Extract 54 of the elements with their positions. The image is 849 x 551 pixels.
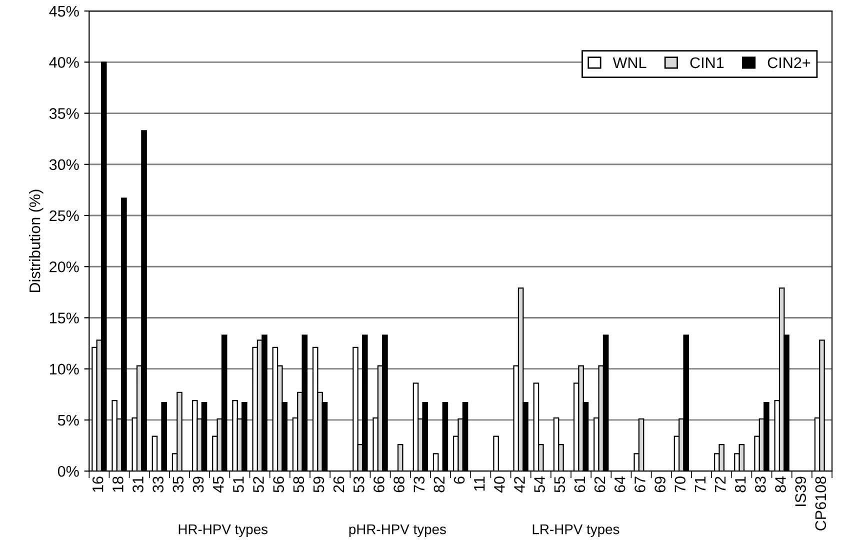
y-tick-label: 30% <box>49 159 79 170</box>
x-tick-label: 18 <box>112 476 124 492</box>
x-tick-label: 51 <box>233 476 244 492</box>
x-tick-label: 64 <box>614 476 626 492</box>
x-tick-label: 52 <box>253 476 264 492</box>
x-tick-label: 58 <box>293 476 304 492</box>
y-tick-label: 15% <box>50 312 79 324</box>
x-tick-label: 55 <box>554 476 566 492</box>
legend-label: CIN2+ <box>768 57 810 68</box>
x-tick-label: 84 <box>775 476 786 492</box>
y-tick-label: 40% <box>49 57 79 68</box>
x-tick-label: 56 <box>273 476 284 492</box>
x-tick-label: 81 <box>734 476 746 492</box>
y-tick-label: 45% <box>49 6 79 17</box>
text: pHR-HPV types <box>349 524 446 537</box>
x-tick-label: 42 <box>514 476 525 493</box>
x-tick-label: 72 <box>714 476 726 492</box>
x-tick-label: 71 <box>694 476 706 492</box>
x-tick-label: 68 <box>394 476 404 492</box>
text: LR-HPV types <box>532 524 620 537</box>
x-tick-label: 70 <box>674 476 686 492</box>
text: HR-HPV types <box>178 524 268 537</box>
y-tick-label: 0% <box>58 466 79 477</box>
x-tick-label: 39 <box>192 476 204 492</box>
x-tick-label: 73 <box>414 476 425 492</box>
legend-label: WNL <box>612 58 646 68</box>
x-tick-label: 66 <box>374 476 384 492</box>
x-tick-label: 6 <box>454 476 465 484</box>
x-tick-label: 45 <box>213 476 224 493</box>
y-tick-label: 35% <box>49 108 79 119</box>
y-tick-label: 25% <box>50 210 79 222</box>
x-tick-label: 83 <box>755 476 766 492</box>
x-tick-label: 33 <box>152 476 164 492</box>
x-tick-label: 40 <box>494 476 505 493</box>
x-tick-label: 61 <box>574 476 586 492</box>
x-tick-label: 35 <box>172 476 184 492</box>
x-tick-label: CP6108 <box>815 476 826 530</box>
legend-label: CIN1 <box>690 57 724 68</box>
x-tick-label: 31 <box>132 476 144 492</box>
y-tick-label: 10% <box>50 364 79 375</box>
x-tick-label: 62 <box>594 476 606 492</box>
x-tick-label: 54 <box>534 476 545 492</box>
x-tick-label: 59 <box>313 476 324 492</box>
x-tick-label: 67 <box>634 476 646 492</box>
y-axis-title: Distribution (%) <box>29 190 44 292</box>
x-tick-label: 11 <box>474 476 485 491</box>
x-tick-label: 26 <box>333 476 344 492</box>
x-tick-label: 53 <box>353 476 364 492</box>
x-tick-label: IS39 <box>795 476 806 506</box>
y-tick-label: 5% <box>58 414 79 426</box>
x-tick-label: 16 <box>92 476 104 492</box>
x-tick-label: 82 <box>434 476 445 492</box>
y-tick-label: 20% <box>50 261 79 272</box>
x-tick-label: 69 <box>654 476 666 492</box>
